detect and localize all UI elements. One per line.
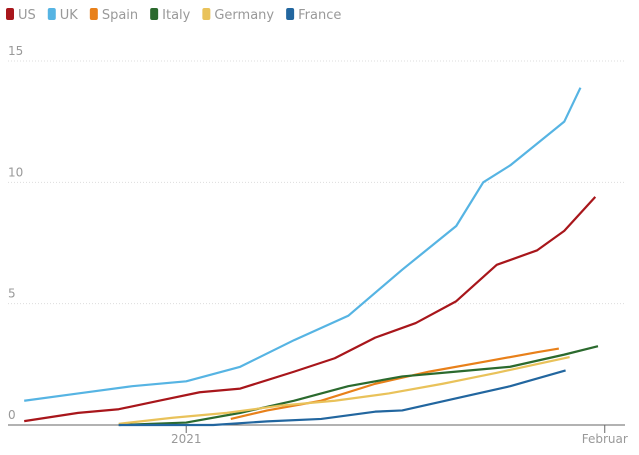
y-tick-label: 15 (8, 44, 23, 58)
series-line (118, 355, 570, 425)
y-tick-label: 0 (8, 408, 16, 422)
legend-swatch (150, 8, 159, 20)
legend-swatch (6, 8, 14, 20)
legend-label: UK (60, 8, 79, 23)
legend-label: Germany (214, 8, 274, 23)
legend-swatch (286, 8, 295, 20)
series-line (230, 347, 560, 421)
legend-label: Italy (162, 8, 191, 23)
y-tick-label: 10 (8, 165, 23, 179)
series-line (118, 345, 599, 427)
y-tick-label: 5 (8, 287, 16, 301)
legend-label: US (18, 8, 36, 23)
legend-swatch (47, 8, 56, 20)
x-tick-label: Februar (582, 432, 628, 446)
legend-label: France (298, 8, 341, 23)
series-line (118, 369, 566, 427)
series-line (24, 196, 597, 423)
legend-swatch (89, 8, 98, 20)
series-line (24, 87, 582, 402)
legend-label: Spain (102, 8, 138, 23)
legend-swatch (202, 8, 211, 20)
x-tick-label: 2021 (171, 432, 202, 446)
